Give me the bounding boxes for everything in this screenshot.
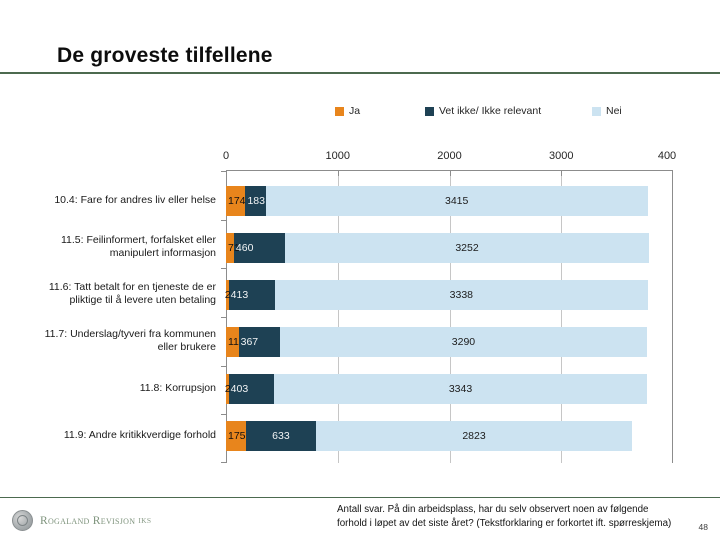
plot-right-border (672, 171, 673, 463)
category-label: 11.5: Feilinformert, forfalsket eller ma… (60, 234, 216, 259)
stacked-bar: 2 403 3343 (224, 374, 673, 404)
bar-value-label: 3252 (455, 242, 479, 254)
bar-segment-nei: 3252 (285, 233, 649, 263)
bar-segment-ja: 174 (226, 186, 246, 216)
bar-value-label: 3415 (445, 195, 469, 207)
legend-item-ja: Ja (335, 105, 360, 117)
legend-swatch-icon (425, 106, 434, 116)
bar-segment-ja: 2 (224, 374, 231, 404)
gridline (561, 171, 563, 463)
bar-value-label: 183 (247, 195, 265, 207)
category-axis-tick (221, 366, 226, 367)
legend-item-nei: Nei (592, 105, 622, 117)
page-number: 48 (698, 522, 708, 532)
logo: Rogaland Revisjon IKS (12, 510, 151, 531)
bar-value-label: 460 (235, 242, 254, 254)
stacked-bar: 71 460 3252 (226, 233, 673, 263)
footer-divider-line (0, 497, 720, 498)
bar-segment-nei: 3338 (274, 280, 648, 310)
bar-segment-vet-ikke: 367 (238, 327, 280, 357)
category-axis-labels: 10.4: Fare for andres liv eller helse 11.… (28, 170, 216, 462)
bar-segment-ja: 71 (226, 233, 240, 263)
bar-segment-nei: 3415 (265, 186, 648, 216)
category-axis-tick (221, 414, 226, 415)
bar-value-label: 3338 (449, 289, 473, 301)
category-label: 11.7: Underslag/tyveri fra kommunen elle… (44, 328, 216, 353)
title-divider-line (0, 72, 720, 74)
category-axis-tick (221, 220, 226, 221)
legend-label: Ja (349, 105, 361, 117)
gridline (449, 171, 451, 463)
axis-tick (449, 171, 451, 176)
bar-segment-vet-ikke: 183 (245, 186, 266, 216)
bar-segment-ja: 2 (224, 280, 231, 310)
footnote-line1: Antall svar. På din arbeidsplass, har du… (337, 504, 649, 515)
bar-segment-vet-ikke: 413 (228, 280, 275, 310)
bar-value-label: 174 (228, 195, 246, 207)
category-label: 11.8: Korrupsjon (139, 381, 216, 394)
legend-item-vet-ikke-ikke-relevant: Vet ikke/ Ikke relevant (425, 105, 541, 117)
bar-value-label: 2823 (462, 430, 486, 442)
category-label: 10.4: Fare for andres liv eller helse (54, 193, 216, 206)
legend-label: Nei (606, 105, 622, 117)
logo-text: Rogaland Revisjon (40, 514, 136, 527)
bar-segment-vet-ikke: 403 (228, 374, 274, 404)
axis-tick (337, 171, 339, 176)
stacked-bar: 174 183 3415 (226, 186, 673, 216)
category-axis-line (226, 171, 227, 463)
axis-tick (226, 171, 227, 176)
category-label: 11.6: Tatt betalt for en tjeneste de er … (48, 281, 216, 306)
footnote-line2: forhold i løpet av det siste året? (Teks… (337, 517, 672, 529)
bar-segment-ja: 175 (226, 421, 246, 451)
bar-value-label: 175 (228, 430, 246, 442)
footnote-caption: Antall svar. På din arbeidsplass, har du… (337, 503, 712, 530)
legend-swatch-icon (335, 106, 344, 116)
x-axis-tick-label: 0 (222, 150, 230, 162)
category-label: 11.9: Andre kritikkverdige forhold (63, 428, 216, 441)
gridline (337, 171, 339, 463)
stacked-bar: 11 367 3290 (226, 327, 673, 357)
bar-value-label: 11 (228, 336, 239, 348)
bar-value-label: 367 (240, 336, 259, 348)
category-axis-tick (221, 317, 226, 318)
page-title: De groveste tilfellene (57, 44, 273, 67)
bar-value-label: 633 (272, 430, 290, 442)
category-axis-tick (221, 268, 226, 269)
axis-tick (561, 171, 563, 176)
bar-segment-ja: 11 (226, 327, 239, 357)
category-axis-tick (221, 171, 226, 172)
bar-segment-vet-ikke: 460 (233, 233, 286, 263)
x-axis-tick-label: 2000 (437, 150, 462, 162)
bar-value-label: 403 (230, 383, 249, 395)
category-axis-tick (221, 462, 226, 463)
bar-value-label: 413 (230, 289, 249, 301)
bar-value-label: 3343 (448, 383, 473, 395)
bar-value-label: 2 (224, 383, 231, 395)
bar-segment-vet-ikke: 633 (245, 421, 317, 451)
bar-rows: 174 183 3415 71 460 3252 2 413 3338 11 367 3290 2 403… (224, 171, 673, 463)
bar-value-label: 3290 (451, 336, 476, 348)
x-axis-tick-label: 400 (657, 150, 677, 162)
stacked-bar: 2 413 3338 (224, 280, 673, 310)
legend-swatch-icon (592, 106, 601, 116)
legend-label: Vet ikke/ Ikke relevant (439, 105, 542, 117)
x-axis-tick-label: 3000 (549, 150, 574, 162)
bar-segment-nei: 3290 (279, 327, 648, 357)
logo-suffix: IKS (138, 516, 152, 525)
plot-area: 174 183 3415 71 460 3252 2 413 3338 11 367 3290 2 403… (221, 150, 676, 463)
x-axis-tick-label: 1000 (325, 150, 350, 162)
stacked-bar: 175 633 2823 (226, 421, 673, 451)
bar-segment-nei: 2823 (316, 421, 632, 451)
chart-legend: Ja Vet ikke/ Ikke relevant Nei (0, 105, 720, 123)
bar-segment-nei: 3343 (273, 374, 648, 404)
axis-tick (672, 171, 673, 176)
logo-emblem-icon (12, 510, 33, 531)
bar-value-label: 2 (224, 289, 231, 301)
bar-value-label: 71 (228, 242, 240, 254)
